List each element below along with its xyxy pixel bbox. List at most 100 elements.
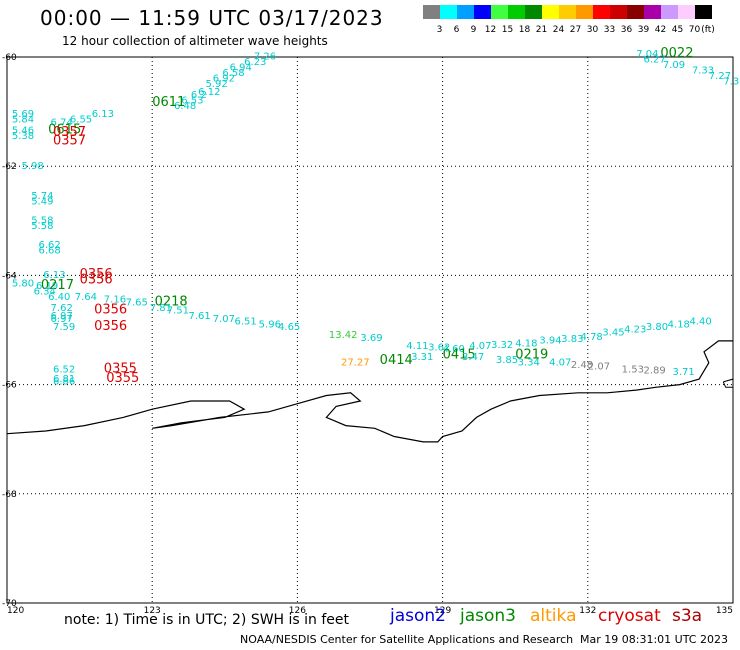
legend-swatch xyxy=(610,5,627,19)
wave-height-label: 2.07 xyxy=(588,361,610,372)
legend-label: 3 xyxy=(436,25,443,35)
pass-time-label: 0356 xyxy=(94,319,127,334)
map-title: 00:00 — 11:59 UTC 03/17/2023 xyxy=(40,6,384,30)
legend-label: 6 xyxy=(453,25,460,35)
wave-height-label: 6.27 xyxy=(643,54,665,65)
legend-label: 18 xyxy=(518,25,531,35)
wave-height-label: 5.58 xyxy=(31,221,53,232)
legend-swatch xyxy=(457,5,474,19)
pass-time-label: 0415 xyxy=(443,347,476,362)
wave-height-label: 3.80 xyxy=(646,322,668,333)
wave-height-label: 5.38 xyxy=(12,131,34,142)
pass-time-label: 0219 xyxy=(515,347,548,362)
wave-height-label: 6.53 xyxy=(181,95,203,106)
pass-time-label: 0355 xyxy=(106,371,139,386)
wave-height-label: 3.31 xyxy=(411,352,433,363)
lat-tick-label: -64 xyxy=(2,271,17,281)
lon-tick-label: 132 xyxy=(579,606,596,616)
wave-height-label: 6.40 xyxy=(48,292,70,303)
legend-label: 15 xyxy=(501,25,514,35)
legend-swatch xyxy=(559,5,576,19)
lon-tick-label: 120 xyxy=(7,606,24,616)
generation-timestamp: Mar 19 08:31:01 UTC 2023 xyxy=(580,633,728,646)
pass-time-label: 0217 xyxy=(41,278,74,293)
legend-label: 27 xyxy=(569,25,582,35)
wave-height-label: 5.96 xyxy=(259,319,281,330)
wave-height-label: 4.23 xyxy=(624,325,646,336)
wave-height-label: 3.45 xyxy=(602,327,624,338)
wave-height-label: 7.3 xyxy=(723,76,739,87)
legend-label: 24 xyxy=(552,25,565,35)
wave-height-label: 4.07 xyxy=(469,341,491,352)
wave-height-label: 7.61 xyxy=(189,311,211,322)
wave-height-label: 3.47 xyxy=(462,352,484,363)
lat-tick-label: -60 xyxy=(2,53,17,63)
legend-label: 30 xyxy=(586,25,599,35)
pass-time-label: 0357 xyxy=(53,125,86,140)
legend-swatch xyxy=(695,5,712,19)
lat-tick-label: -62 xyxy=(2,162,17,172)
wave-height-label: 7.51 xyxy=(167,306,189,317)
wave-height-label: 7.04 xyxy=(636,49,658,60)
lon-tick-label: 123 xyxy=(144,606,161,616)
lat-tick-label: -68 xyxy=(2,490,17,500)
legend-swatch xyxy=(423,5,440,19)
wave-height-label: 6.58 xyxy=(222,68,244,79)
wave-height-label: 1.53 xyxy=(622,365,644,376)
legend-label: 70 xyxy=(688,25,701,35)
legend-label: 36 xyxy=(620,25,633,35)
wave-height-label: 6.51 xyxy=(234,317,256,328)
wave-height-label: 4.07 xyxy=(549,357,571,368)
wave-height-label: 7.26 xyxy=(254,52,276,63)
wave-height-label: 13.42 xyxy=(329,330,358,341)
wave-height-label: 7.81 xyxy=(150,303,172,314)
legend-swatch xyxy=(542,5,559,19)
wave-height-label: 5.84 xyxy=(12,115,34,126)
wave-height-label: 4.11 xyxy=(406,341,428,352)
pass-time-label: 0356 xyxy=(94,303,127,318)
legend-swatch xyxy=(474,5,491,19)
satellite-cryosat: cryosat xyxy=(598,606,661,626)
pass-time-label: 0615 xyxy=(48,122,81,137)
wave-height-label: 3.83 xyxy=(561,334,583,345)
wave-height-label: 6.34 xyxy=(34,287,56,298)
wave-height-label: 7.62 xyxy=(51,303,73,314)
pass-time-label: 0355 xyxy=(104,362,137,377)
wave-height-label: 2.48 xyxy=(571,360,593,371)
wave-height-label: 6.2 xyxy=(191,90,207,101)
wave-height-label: 4.60 xyxy=(443,344,465,355)
antarctic-coastline xyxy=(6,340,733,443)
legend-swatch xyxy=(491,5,508,19)
lat-tick-label: -70 xyxy=(2,599,17,609)
legend-label: 42 xyxy=(654,25,667,35)
pass-time-label: 0414 xyxy=(380,353,413,368)
credit-text: NOAA/NESDIS Center for Satellite Applica… xyxy=(240,633,574,646)
wave-height-label: 27.27 xyxy=(341,357,370,368)
wave-height-label: 7.59 xyxy=(53,322,75,333)
pass-time-label: 0611 xyxy=(152,95,185,110)
wave-height-label: 7.07 xyxy=(213,314,235,325)
legend-label: 39 xyxy=(637,25,650,35)
wave-height-label: 6.86 xyxy=(53,377,75,388)
wave-height-label: 6.94 xyxy=(230,63,252,74)
wave-height-label: 5.80 xyxy=(12,278,34,289)
wave-height-label: 3.62 xyxy=(428,343,450,354)
lon-tick-label: 129 xyxy=(434,606,451,616)
wave-height-label: 5.98 xyxy=(22,161,44,172)
wave-height-label: 6.55 xyxy=(70,115,92,126)
wave-height-label: 5.49 xyxy=(31,196,53,207)
wave-height-label: 3.32 xyxy=(491,340,513,351)
wave-height-label: 6.97 xyxy=(51,314,73,325)
legend-swatch xyxy=(440,5,457,19)
legend-swatch xyxy=(661,5,678,19)
lon-tick-label: 126 xyxy=(289,606,306,616)
lon-tick-label: 135 xyxy=(716,606,733,616)
wave-height-label: 3.85 xyxy=(496,355,518,366)
wave-height-label: 7.27 xyxy=(709,71,731,82)
wave-height-label: 6.97 xyxy=(51,311,73,322)
coast-islet xyxy=(722,378,734,388)
wave-height-label: 6.74 xyxy=(51,117,73,128)
pass-time-label: 0218 xyxy=(155,294,188,309)
wave-height-label: 5.58 xyxy=(31,216,53,227)
